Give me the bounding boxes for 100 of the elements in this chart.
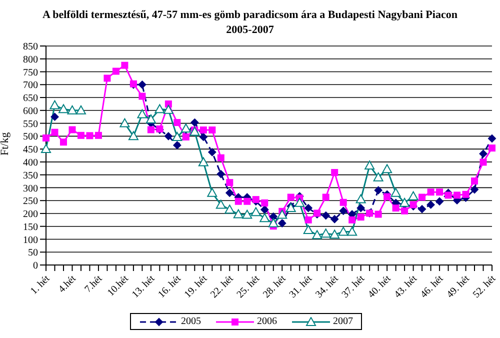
point: [374, 186, 382, 194]
point: [348, 216, 356, 224]
x-tick-label: 1. hét: [28, 273, 52, 297]
point: [50, 112, 59, 121]
point: [216, 170, 225, 178]
x-tick-label: 19. hét: [182, 273, 210, 300]
point: [322, 212, 330, 220]
point: [146, 114, 156, 124]
point: [277, 210, 288, 219]
point: [444, 192, 452, 199]
y-tick-label: 300: [23, 183, 38, 194]
x-tick-label: 37. hét: [340, 273, 368, 300]
point: [234, 198, 242, 205]
point: [190, 126, 200, 136]
point: [250, 207, 261, 216]
x-tick-label: 34. hét: [314, 273, 341, 300]
point: [51, 128, 58, 136]
point: [303, 224, 314, 234]
point: [200, 126, 207, 134]
point: [339, 206, 348, 215]
point: [76, 105, 86, 114]
point: [163, 104, 174, 114]
point: [208, 148, 216, 156]
x-tick-label: 31. hét: [287, 273, 315, 300]
point: [287, 194, 294, 201]
point: [217, 154, 224, 162]
point: [67, 105, 78, 114]
y-tick-label: 350: [23, 170, 38, 182]
point: [331, 169, 338, 176]
point: [390, 188, 401, 197]
point: [384, 193, 391, 200]
point: [382, 164, 392, 174]
point: [488, 134, 496, 142]
point: [454, 192, 461, 199]
point: [488, 144, 496, 152]
point: [436, 197, 444, 206]
x-tick-label: 49. hét: [444, 273, 472, 300]
point: [480, 158, 487, 166]
y-tick-label: 200: [23, 209, 38, 220]
point: [436, 188, 444, 196]
point: [174, 119, 181, 126]
y-tick-label: 500: [23, 132, 38, 143]
y-tick-label: 800: [23, 54, 38, 66]
point: [330, 215, 339, 224]
point: [128, 131, 138, 140]
point: [138, 80, 146, 89]
point: [242, 210, 252, 219]
point: [224, 204, 235, 214]
x-tick-label: 16. hét: [156, 273, 184, 300]
point: [50, 100, 60, 110]
point: [347, 226, 358, 236]
point: [226, 179, 234, 186]
point: [112, 68, 120, 75]
point: [418, 194, 426, 201]
point: [260, 206, 269, 214]
point: [278, 219, 286, 228]
y-tick-label: 400: [23, 157, 38, 168]
point: [470, 186, 479, 194]
point: [60, 138, 67, 146]
x-tick-label: 28. hét: [261, 273, 288, 300]
point: [356, 194, 366, 204]
point: [77, 132, 84, 139]
x-tick-label: 7.hét: [82, 273, 105, 296]
legend-label: 2007: [333, 316, 353, 327]
y-tick-label: 650: [23, 93, 38, 104]
point: [208, 126, 216, 134]
y-tick-label: 450: [23, 144, 38, 156]
y-tick-label: 250: [23, 196, 38, 208]
point: [340, 198, 347, 206]
point: [338, 226, 348, 236]
x-tick-label: 4.hét: [56, 273, 79, 296]
point: [120, 118, 130, 128]
point: [392, 204, 400, 212]
point: [261, 199, 268, 206]
legend-label: 2005: [181, 316, 201, 327]
point: [173, 141, 182, 150]
point: [244, 198, 251, 205]
point: [462, 190, 470, 198]
y-tick-label: 50: [28, 248, 38, 259]
chart-subtitle: 2005-2007: [225, 23, 275, 38]
x-tick-label: 40. hét: [366, 273, 394, 300]
point: [426, 200, 435, 209]
point: [58, 104, 68, 114]
point: [190, 118, 199, 127]
point: [294, 198, 305, 207]
point: [408, 191, 418, 200]
y-tick-label: 550: [23, 118, 38, 130]
point: [198, 157, 208, 166]
point: [269, 212, 278, 221]
point: [304, 204, 312, 212]
point: [42, 134, 50, 142]
point: [180, 123, 191, 132]
point: [252, 196, 260, 204]
y-tick-label: 850: [23, 42, 38, 53]
point: [320, 228, 331, 238]
x-tick-label: 22. hét: [208, 273, 236, 300]
point: [260, 213, 270, 222]
point: [356, 204, 365, 212]
point: [164, 132, 172, 140]
x-tick-label: 52. hét: [471, 273, 498, 300]
